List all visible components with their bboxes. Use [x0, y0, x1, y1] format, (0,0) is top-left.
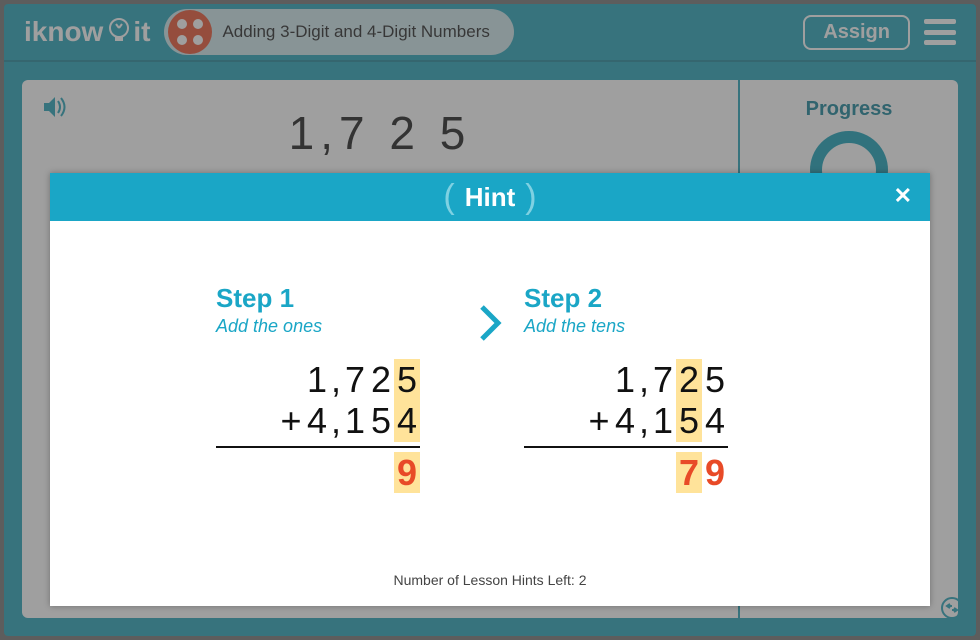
hint-modal: ( Hint ) ✕ Step 1 Add the ones 1,725+4,1… — [50, 173, 930, 606]
modal-header: ( Hint ) ✕ — [50, 173, 930, 221]
step-1-math: 1,725+4,154 9 — [216, 359, 420, 493]
step-1-title: Step 1 — [216, 283, 456, 314]
paren-right: ) — [519, 178, 542, 217]
chevron-right-icon — [476, 301, 504, 356]
step-1: Step 1 Add the ones 1,725+4,154 9 — [216, 283, 456, 493]
hints-left: Number of Lesson Hints Left: 2 — [50, 558, 930, 606]
step-2-subtitle: Add the tens — [524, 316, 764, 337]
modal-body: Step 1 Add the ones 1,725+4,154 9 Step 2… — [50, 221, 930, 558]
close-icon[interactable]: ✕ — [894, 183, 912, 209]
step-2: Step 2 Add the tens 1,725+4,154 79 — [524, 283, 764, 493]
paren-left: ( — [437, 178, 460, 217]
step-2-math: 1,725+4,154 79 — [524, 359, 728, 493]
step-1-subtitle: Add the ones — [216, 316, 456, 337]
modal-title: Hint — [461, 182, 520, 213]
step-2-title: Step 2 — [524, 283, 764, 314]
